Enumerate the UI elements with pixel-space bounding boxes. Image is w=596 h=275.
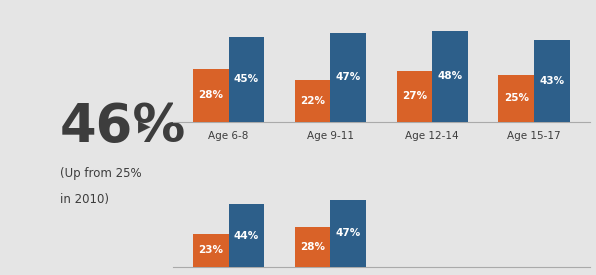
Bar (396, 71, 432, 122)
Text: 28%: 28% (198, 90, 223, 100)
Text: 45%: 45% (234, 74, 259, 84)
Text: 25%: 25% (504, 93, 529, 103)
Text: 28%: 28% (300, 242, 325, 252)
Text: 46%: 46% (60, 101, 187, 153)
Text: 47%: 47% (336, 228, 361, 238)
Text: 47%: 47% (336, 72, 361, 82)
Text: 44%: 44% (234, 230, 259, 241)
Bar (498, 75, 534, 122)
Text: 27%: 27% (402, 91, 427, 101)
Bar (432, 31, 468, 122)
Text: (Up from 25%: (Up from 25% (60, 167, 142, 180)
Bar (330, 33, 366, 122)
Bar (228, 37, 264, 122)
Text: 43%: 43% (539, 76, 564, 86)
Bar (228, 204, 264, 267)
Text: 48%: 48% (437, 72, 462, 81)
Bar (193, 69, 228, 122)
Text: 22%: 22% (300, 96, 325, 106)
Bar (294, 227, 330, 267)
Text: 23%: 23% (198, 245, 223, 255)
Text: in 2010): in 2010) (60, 193, 109, 206)
Bar (330, 200, 366, 267)
Bar (534, 40, 570, 122)
Bar (294, 80, 330, 122)
Bar (193, 234, 228, 267)
